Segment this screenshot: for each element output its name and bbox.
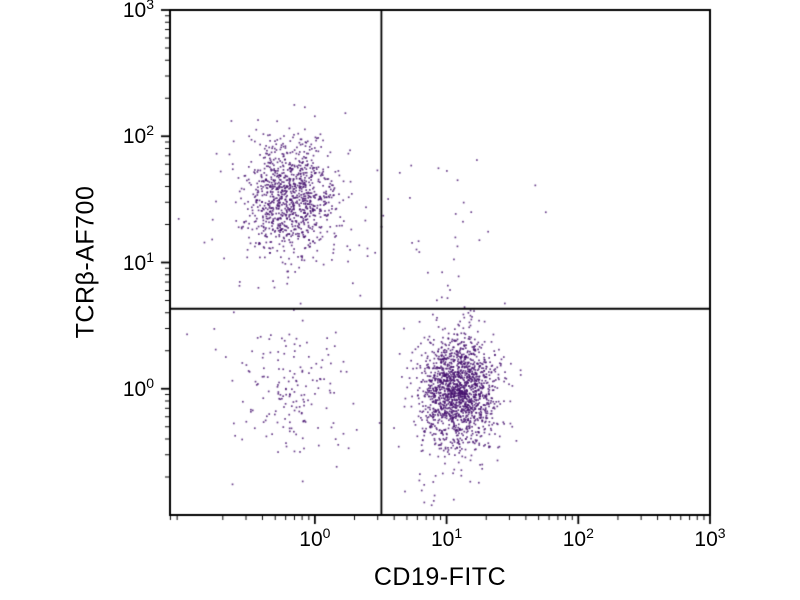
x-tick-label: 103 (694, 525, 726, 551)
x-tick-label: 100 (299, 525, 331, 551)
y-tick-label: 101 (122, 248, 154, 275)
y-tick-label: 102 (122, 122, 154, 149)
x-tick-label: 101 (431, 525, 463, 551)
y-axis-label: TCRβ-AF700 (71, 185, 100, 339)
x-tick-label: 102 (562, 525, 594, 551)
y-tick-label: 100 (122, 374, 154, 401)
x-axis-label: CD19-FITC (373, 563, 507, 591)
y-tick-label: 103 (122, 0, 154, 22)
